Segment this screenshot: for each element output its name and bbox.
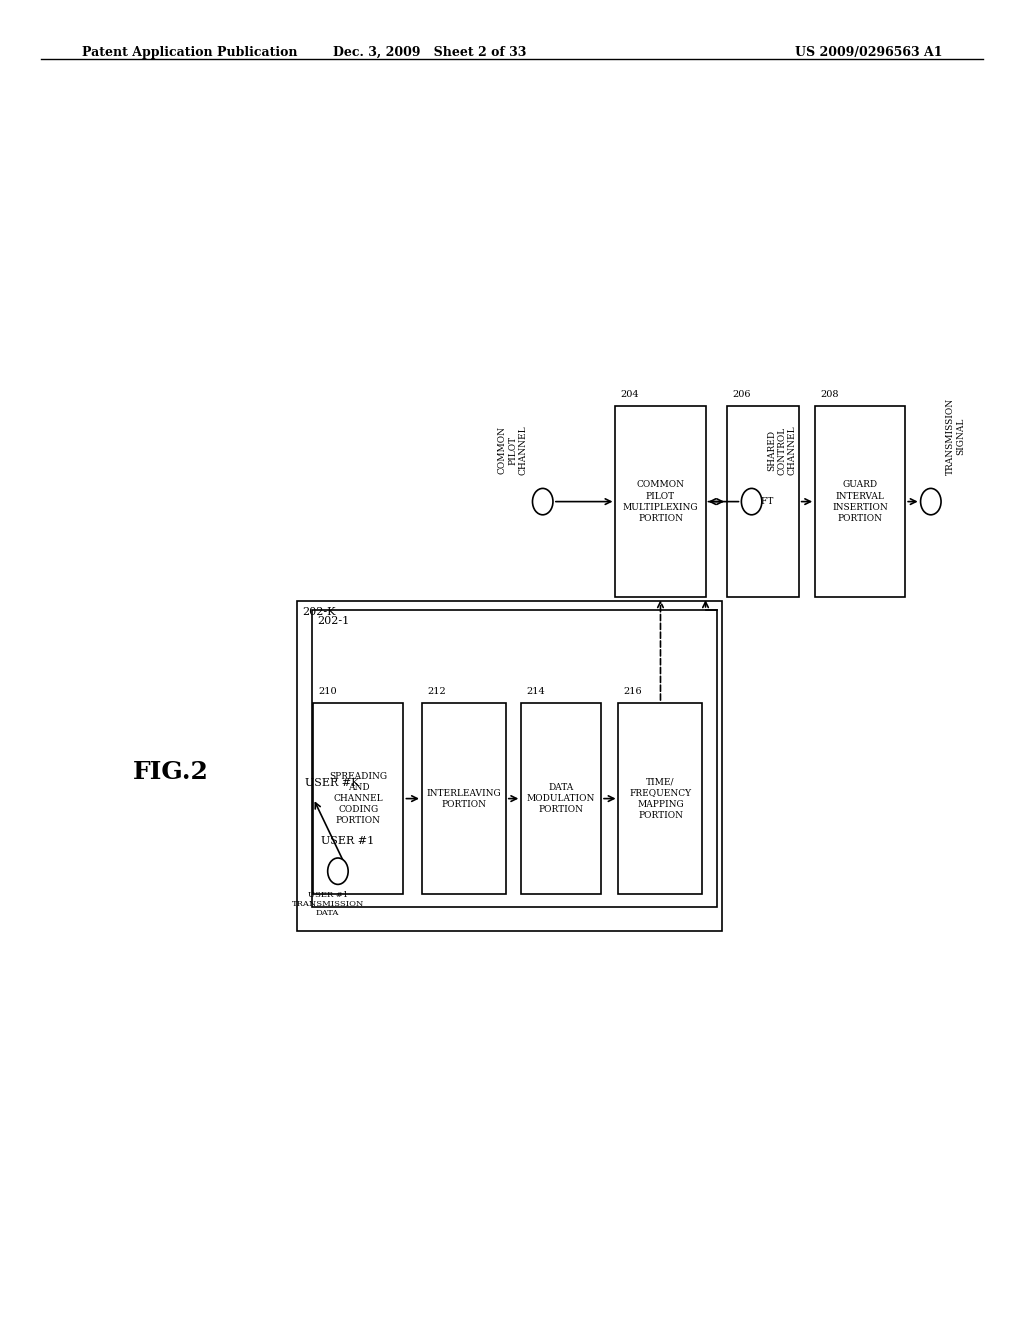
FancyBboxPatch shape	[521, 702, 601, 895]
Text: USER #K: USER #K	[305, 779, 359, 788]
Text: 204: 204	[621, 391, 639, 399]
Text: FIG.2: FIG.2	[133, 760, 209, 784]
Text: DATA
MODULATION
PORTION: DATA MODULATION PORTION	[527, 783, 595, 814]
Circle shape	[532, 488, 553, 515]
Text: Patent Application Publication: Patent Application Publication	[82, 46, 297, 59]
Text: 212: 212	[427, 688, 445, 697]
Text: US 2009/0296563 A1: US 2009/0296563 A1	[795, 46, 942, 59]
Text: IFFT: IFFT	[752, 498, 774, 506]
Text: GUARD
INTERVAL
INSERTION
PORTION: GUARD INTERVAL INSERTION PORTION	[833, 480, 888, 523]
Text: 202-K: 202-K	[302, 607, 336, 618]
Text: 216: 216	[624, 688, 642, 697]
Circle shape	[328, 858, 348, 884]
Text: 206: 206	[732, 391, 751, 399]
Text: USER #1: USER #1	[321, 836, 374, 846]
Text: Dec. 3, 2009   Sheet 2 of 33: Dec. 3, 2009 Sheet 2 of 33	[334, 46, 526, 59]
Text: TIME/
FREQUENCY
MAPPING
PORTION: TIME/ FREQUENCY MAPPING PORTION	[630, 777, 691, 820]
Text: COMMON
PILOT
MULTIPLEXING
PORTION: COMMON PILOT MULTIPLEXING PORTION	[623, 480, 698, 523]
Text: COMMON
PILOT
CHANNEL: COMMON PILOT CHANNEL	[498, 425, 527, 475]
Text: 208: 208	[820, 391, 839, 399]
FancyBboxPatch shape	[727, 407, 799, 597]
Circle shape	[921, 488, 941, 515]
Text: TRANSMISSION
SIGNAL: TRANSMISSION SIGNAL	[946, 399, 966, 475]
FancyBboxPatch shape	[815, 407, 905, 597]
FancyBboxPatch shape	[313, 702, 403, 895]
Text: SPREADING
AND
CHANNEL
CODING
PORTION: SPREADING AND CHANNEL CODING PORTION	[330, 772, 387, 825]
Text: 214: 214	[526, 688, 545, 697]
Circle shape	[741, 488, 762, 515]
Text: USER #1
TRANSMISSION
DATA: USER #1 TRANSMISSION DATA	[292, 891, 364, 917]
Text: INTERLEAVING
PORTION: INTERLEAVING PORTION	[427, 788, 501, 809]
FancyBboxPatch shape	[422, 702, 506, 895]
Text: 202-1: 202-1	[317, 616, 349, 627]
FancyBboxPatch shape	[618, 702, 702, 895]
FancyBboxPatch shape	[615, 407, 706, 597]
Text: SHARED
CONTROL
CHANNEL: SHARED CONTROL CHANNEL	[767, 425, 797, 475]
Text: 210: 210	[318, 688, 337, 697]
